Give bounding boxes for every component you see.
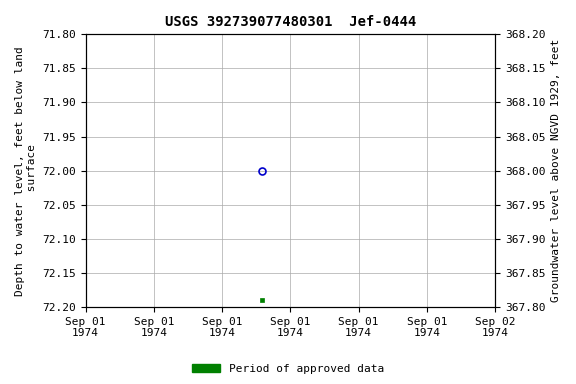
Y-axis label: Depth to water level, feet below land
 surface: Depth to water level, feet below land su… [15, 46, 37, 296]
Y-axis label: Groundwater level above NGVD 1929, feet: Groundwater level above NGVD 1929, feet [551, 39, 561, 302]
Title: USGS 392739077480301  Jef-0444: USGS 392739077480301 Jef-0444 [165, 15, 416, 29]
Legend: Period of approved data: Period of approved data [188, 359, 388, 379]
